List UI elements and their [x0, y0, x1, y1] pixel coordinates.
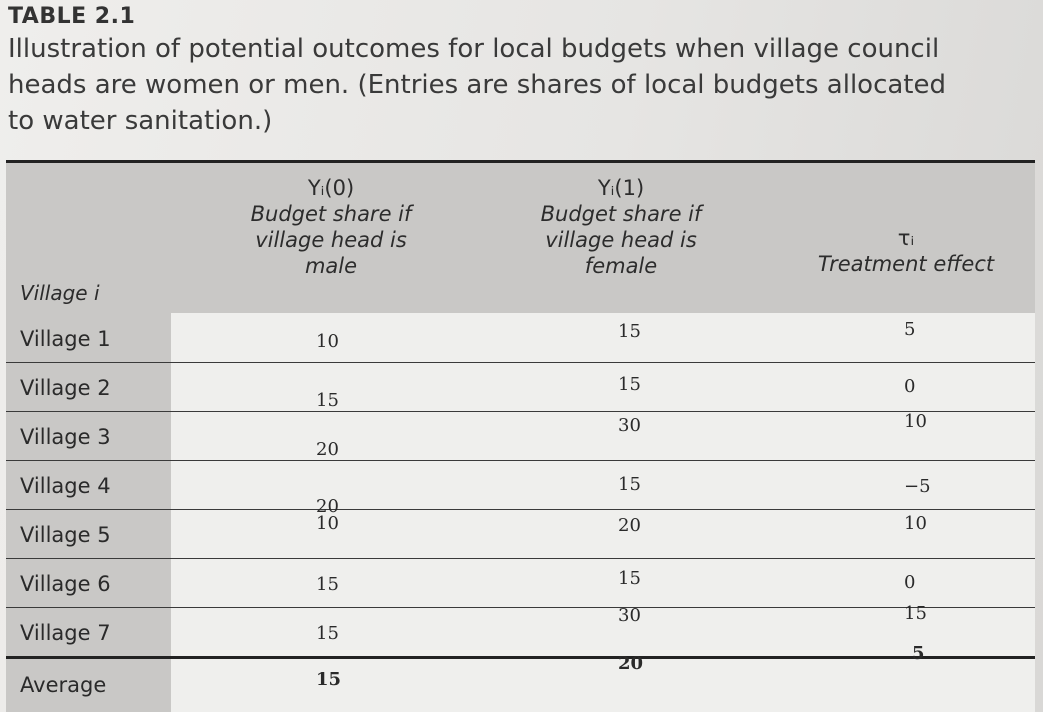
row-village-name: Village 3 [20, 425, 111, 449]
y1-label-line2: village head is [545, 228, 697, 252]
row-label-band [6, 313, 171, 712]
average-y1: 20 [618, 653, 644, 674]
tau-label: Treatment effect [817, 252, 995, 276]
y0-label-line1: Budget share if [250, 202, 412, 226]
column-header-y1: Yᵢ(1) Budget share if village head is fe… [496, 175, 746, 279]
table-number: TABLE 2.1 [8, 4, 136, 29]
average-rule [6, 656, 1035, 659]
row-y1-value: 15 [618, 374, 641, 395]
row-tau-value: 10 [904, 411, 927, 432]
row-tau-value: −5 [904, 476, 931, 497]
row-y0-value: 20 [316, 496, 339, 517]
average-label: Average [20, 673, 107, 697]
average-y0: 15 [316, 669, 342, 690]
average-row: Average 15 20 5 [6, 643, 1035, 708]
row-y1-value: 15 [618, 321, 641, 342]
row-village-name: Village 5 [20, 523, 111, 547]
table-row: Village 3 20 30 10 [6, 411, 1035, 461]
row-y0-value: 20 [316, 439, 339, 460]
row-y0-value: 15 [316, 390, 339, 411]
y1-label-line1: Budget share if [540, 202, 702, 226]
y1-label-line3: female [584, 254, 658, 278]
table-row: Village 7 15 30 15 [6, 603, 1035, 657]
row-y1-value: 15 [618, 568, 641, 589]
table-body-background [171, 313, 1035, 712]
table-row: Village 5 10 20 10 [6, 509, 1035, 559]
row-tau-value: 15 [904, 603, 927, 624]
row-y1-value: 30 [618, 605, 641, 626]
row-tau-value: 10 [904, 513, 927, 534]
row-y1-value: 20 [618, 515, 641, 536]
average-tau: 5 [912, 643, 925, 664]
y0-label-line2: village head is [255, 228, 407, 252]
top-rule [6, 160, 1035, 163]
potential-outcomes-table: Yᵢ(0) Budget share if village head is ma… [6, 163, 1035, 712]
tau-symbol: τᵢ [897, 226, 915, 250]
table-title: Illustration of potential outcomes for l… [8, 34, 946, 136]
table-row: Village 2 15 15 0 [6, 362, 1035, 412]
row-y0-value: 15 [316, 623, 339, 644]
row-y1-value: 30 [618, 415, 641, 436]
column-header-y0: Yᵢ(0) Budget share if village head is ma… [206, 175, 456, 279]
row-village-name: Village 2 [20, 376, 111, 400]
table-row: Village 4 20 15 −5 [6, 460, 1035, 517]
row-y1-value: 15 [618, 474, 641, 495]
table-row: Village 6 15 15 0 [6, 558, 1035, 608]
table-caption: TABLE 2.1 Illustration of potential outc… [8, 0, 1028, 139]
y0-label-line3: male [304, 254, 358, 278]
row-tau-value: 0 [904, 376, 916, 397]
header-band [6, 163, 1035, 313]
table-row: Village 1 10 15 5 [6, 313, 1035, 363]
row-village-name: Village 1 [20, 327, 111, 351]
column-header-tau: τᵢ Treatment effect [796, 225, 1016, 277]
row-y0-value: 10 [316, 331, 339, 352]
row-tau-value: 0 [904, 572, 916, 593]
y0-symbol: Yᵢ(0) [307, 176, 355, 200]
row-tau-value: 5 [904, 319, 916, 340]
row-village-name: Village 4 [20, 474, 111, 498]
y1-symbol: Yᵢ(1) [597, 176, 645, 200]
row-y0-value: 10 [316, 513, 339, 534]
column-header-village: Village i [20, 281, 100, 305]
row-village-name: Village 6 [20, 572, 111, 596]
row-y0-value: 15 [316, 574, 339, 595]
row-village-name: Village 7 [20, 621, 111, 645]
